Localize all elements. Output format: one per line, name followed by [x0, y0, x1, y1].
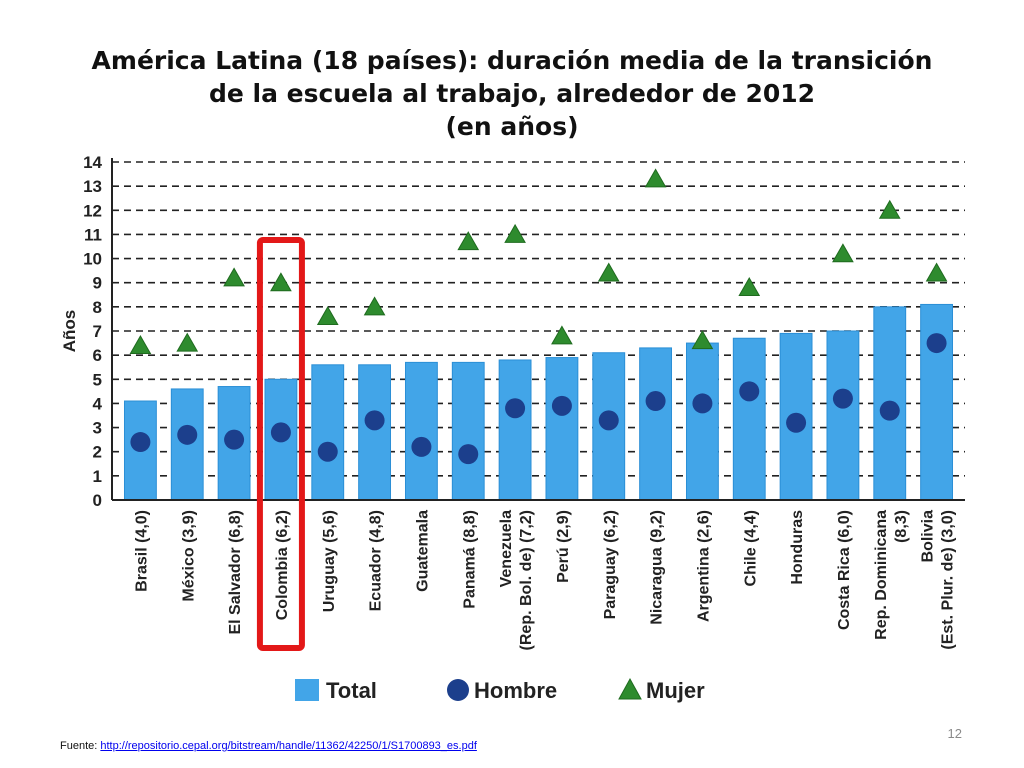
- point-hombre: [411, 436, 432, 457]
- x-tick-label: Paraguay (6,2): [602, 510, 619, 619]
- legend-total-label: Total: [326, 678, 377, 703]
- point-hombre: [177, 424, 198, 445]
- point-hombre: [270, 422, 291, 443]
- point-mujer: [597, 262, 620, 282]
- point-mujer: [644, 168, 667, 188]
- point-hombre: [224, 429, 245, 450]
- point-hombre: [832, 388, 853, 409]
- bar-total: [358, 364, 392, 501]
- bar-total: [732, 337, 766, 501]
- x-tick-label: Honduras: [789, 510, 806, 585]
- bar-total: [545, 357, 579, 501]
- footer-label: Fuente:: [60, 740, 98, 752]
- point-mujer: [457, 231, 480, 251]
- bar-total: [498, 359, 532, 501]
- x-tick-label: (8,3): [893, 510, 910, 543]
- bar-total: [451, 361, 485, 501]
- x-tick-label: Argentina (2,6): [695, 510, 712, 622]
- bar-total: [826, 330, 860, 501]
- point-mujer: [738, 277, 761, 297]
- y-tick-label: 9: [93, 274, 102, 293]
- y-tick-label: 10: [83, 250, 102, 269]
- legend-mujer-swatch: [618, 677, 642, 700]
- point-hombre: [458, 444, 479, 465]
- point-hombre: [879, 400, 900, 421]
- point-mujer: [878, 199, 901, 219]
- x-tick-label: Bolivia: [920, 510, 937, 563]
- x-tick-label: Guatemala: [414, 510, 431, 592]
- x-tick-label: Colombia (6,2): [274, 510, 291, 620]
- point-hombre: [551, 395, 572, 416]
- point-hombre: [926, 333, 947, 354]
- point-mujer: [363, 296, 386, 316]
- point-hombre: [364, 410, 385, 431]
- y-tick-label: 12: [83, 201, 102, 220]
- legend-mujer-label: Mujer: [646, 678, 705, 703]
- y-tick-label: 7: [93, 322, 102, 341]
- point-hombre: [598, 410, 619, 431]
- y-tick-label: 4: [93, 394, 103, 413]
- x-tick-label: Rep. Dominicana: [873, 510, 890, 640]
- page-number: 12: [947, 726, 962, 741]
- x-tick-label: Chile (4,4): [742, 510, 759, 586]
- bar-total: [639, 347, 673, 501]
- point-hombre: [130, 432, 151, 453]
- point-mujer: [504, 223, 526, 243]
- x-tick-label: El Salvador (6,8): [227, 510, 244, 635]
- x-tick-label: Panamá (8,8): [461, 510, 478, 609]
- y-tick-label: 3: [93, 419, 102, 438]
- bar-total: [685, 342, 719, 501]
- y-tick-label: 13: [83, 177, 102, 196]
- point-mujer: [270, 272, 292, 292]
- point-mujer: [691, 330, 714, 350]
- x-tick-label: Ecuador (4,8): [368, 510, 385, 611]
- point-hombre: [739, 381, 760, 402]
- point-hombre: [505, 398, 526, 419]
- y-tick-label: 14: [83, 153, 102, 172]
- y-tick-label: 5: [93, 370, 102, 389]
- point-hombre: [317, 441, 338, 462]
- source-footer: Fuente: http://repositorio.cepal.org/bit…: [60, 740, 477, 752]
- x-tick-label: México (3,9): [180, 510, 197, 602]
- y-tick-label: 1: [93, 467, 102, 486]
- y-axis-label: Años: [60, 310, 79, 353]
- point-mujer: [129, 334, 152, 354]
- legend-hombre-label: Hombre: [474, 678, 557, 703]
- legend-hombre-swatch: [447, 679, 469, 701]
- point-hombre: [645, 391, 666, 412]
- legend-total-swatch: [295, 679, 319, 701]
- y-tick-label: 2: [93, 443, 102, 462]
- y-tick-label: 0: [93, 491, 102, 510]
- point-mujer: [176, 332, 199, 352]
- x-tick-label: Brasil (4,0): [133, 510, 150, 592]
- bar-total: [404, 361, 438, 501]
- x-tick-label: Nicaragua (9,2): [649, 510, 666, 625]
- x-tick-label: Uruguay (5,6): [321, 510, 338, 612]
- x-tick-label: Venezuela: [498, 510, 515, 587]
- point-mujer: [832, 243, 854, 263]
- y-tick-label: 11: [84, 225, 102, 244]
- chart-title: América Latina (18 países): duración med…: [0, 44, 1024, 143]
- x-tick-label: Perú (2,9): [555, 510, 572, 583]
- x-tick-label: (Rep. Bol. de) (7,2): [518, 510, 535, 650]
- source-link[interactable]: http://repositorio.cepal.org/bitstream/h…: [100, 740, 477, 752]
- highlight-box: [256, 237, 305, 651]
- title-line-1: América Latina (18 países): duración med…: [91, 46, 933, 75]
- point-hombre: [786, 412, 807, 433]
- point-mujer: [925, 262, 948, 282]
- y-tick-label: 6: [93, 346, 102, 365]
- y-tick-label: 8: [93, 298, 102, 317]
- point-mujer: [316, 306, 339, 326]
- title-line-3: (en años): [445, 112, 579, 141]
- point-mujer: [223, 267, 245, 287]
- bar-total: [311, 364, 345, 501]
- x-tick-label: (Est. Plur. de) (3,0): [940, 510, 957, 650]
- point-hombre: [692, 393, 713, 414]
- x-tick-label: Costa Rica (6,0): [836, 510, 853, 630]
- point-mujer: [551, 325, 573, 345]
- title-line-2: de la escuela al trabajo, alrededor de 2…: [208, 79, 816, 108]
